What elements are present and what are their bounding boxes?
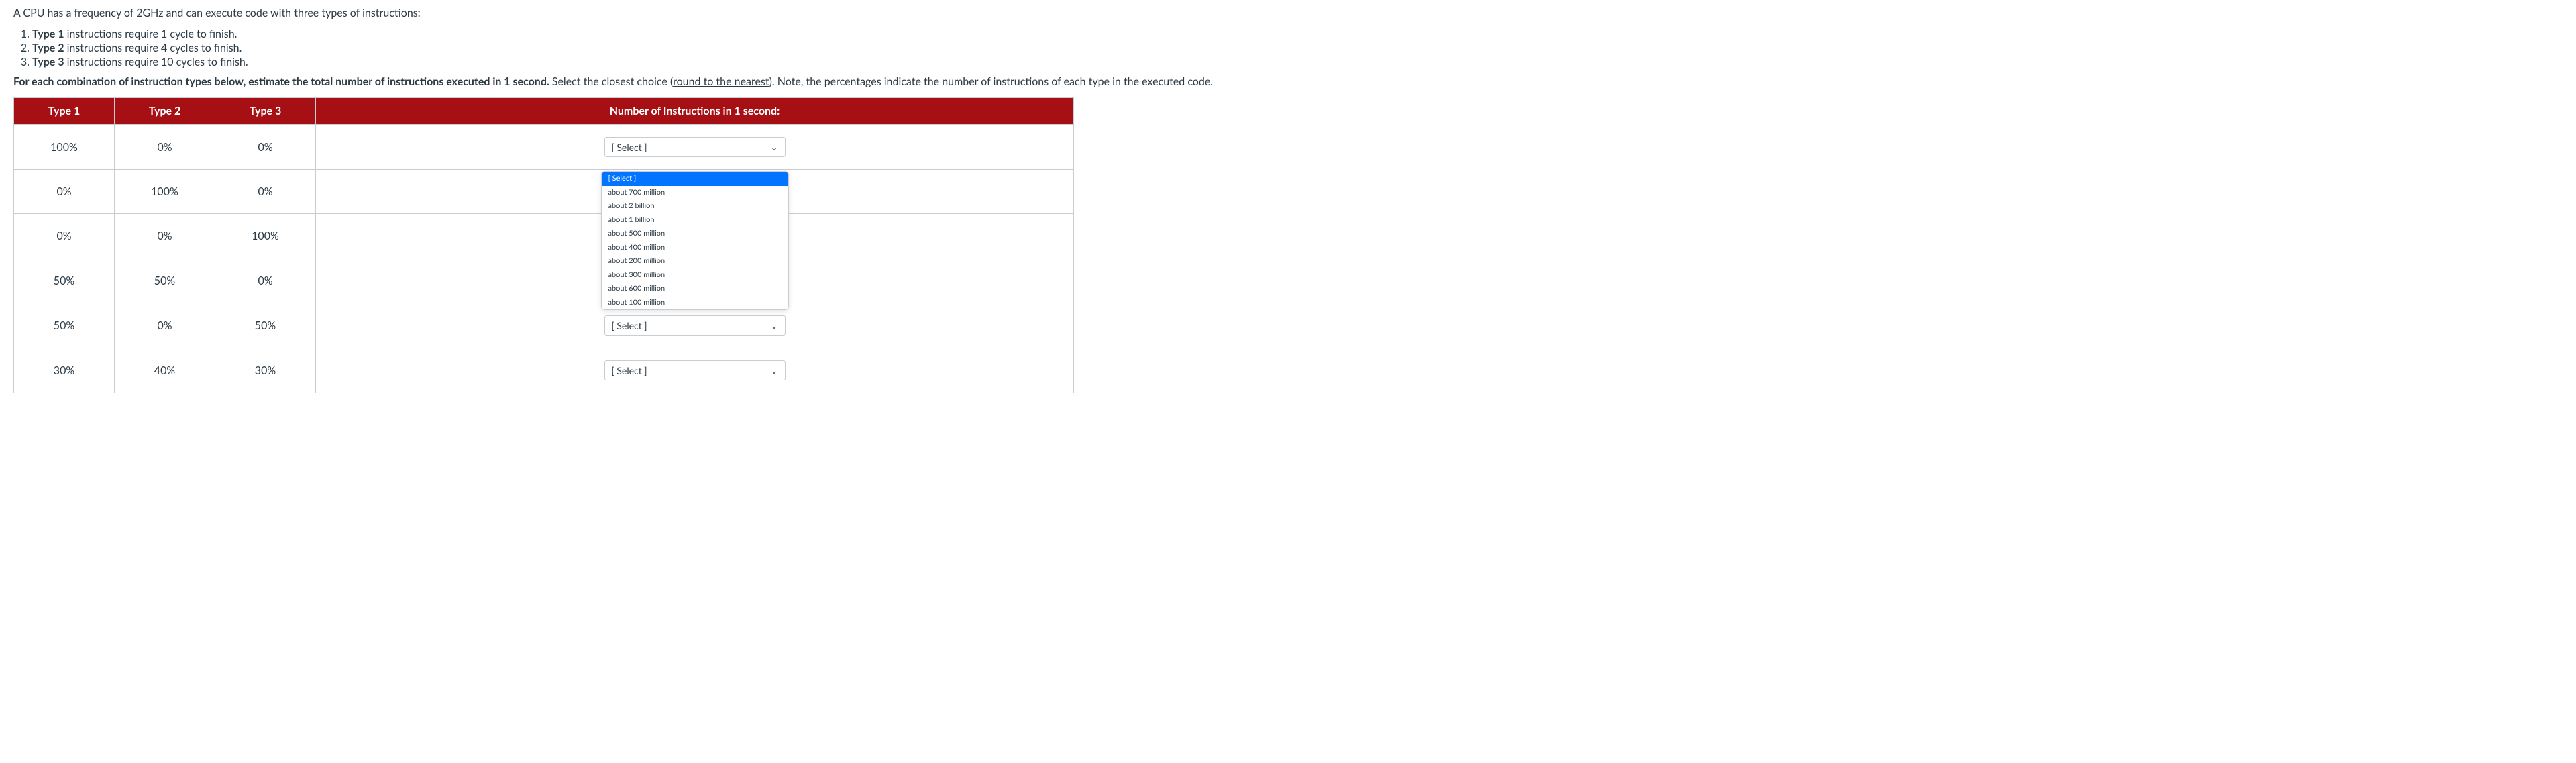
- percent-cell: 30%: [215, 348, 316, 393]
- percent-cell: 0%: [215, 125, 316, 170]
- percent-cell: 100%: [14, 125, 115, 170]
- prompt-text: For each combination of instruction type…: [13, 75, 2563, 88]
- type-label: Type 2: [32, 42, 64, 54]
- percent-cell: 0%: [215, 170, 316, 214]
- percent-cell: 100%: [215, 214, 316, 258]
- percent-cell: 0%: [14, 214, 115, 258]
- answer-cell: [ Select ] ⌄: [316, 348, 1074, 393]
- percent-cell: 50%: [215, 303, 316, 348]
- prompt-part: Select the closest choice (: [549, 75, 673, 88]
- select-label: [ Select ]: [612, 365, 647, 376]
- dropdown-option[interactable]: about 100 million: [602, 296, 788, 310]
- chevron-down-icon: ⌄: [771, 142, 778, 153]
- dropdown-option[interactable]: about 500 million: [602, 227, 788, 241]
- chevron-down-icon: ⌄: [771, 320, 778, 332]
- table-row: 100%0%0%[ Select ]⌄: [14, 125, 1074, 170]
- table-row: 50%0%50% [ Select ] ⌄: [14, 303, 1074, 348]
- answer-cell: [ Select ]about 700 millionabout 2 billi…: [316, 170, 1074, 214]
- percent-cell: 0%: [215, 258, 316, 303]
- answer-cell: [ Select ] ⌄: [316, 125, 1074, 170]
- dropdown-option[interactable]: about 300 million: [602, 268, 788, 283]
- dropdown-option[interactable]: about 400 million: [602, 241, 788, 255]
- prompt-bold: For each combination of instruction type…: [13, 75, 549, 88]
- type-text: instructions require 4 cycles to finish.: [64, 42, 242, 54]
- dropdown-option[interactable]: about 2 billion: [602, 199, 788, 213]
- percent-cell: 100%: [115, 170, 215, 214]
- percent-cell: 0%: [115, 214, 215, 258]
- prompt-part: ). Note, the percentages indicate the nu…: [769, 75, 1214, 88]
- answer-dropdown-open[interactable]: [ Select ]about 700 millionabout 2 billi…: [601, 171, 789, 310]
- type-label: Type 1: [32, 28, 64, 40]
- list-item: Type 2 instructions require 4 cycles to …: [32, 42, 2563, 54]
- dropdown-option[interactable]: about 200 million: [602, 254, 788, 268]
- type-text: instructions require 10 cycles to finish…: [64, 56, 248, 68]
- answer-select[interactable]: [ Select ] ⌄: [604, 360, 786, 380]
- percent-cell: 50%: [14, 258, 115, 303]
- chevron-down-icon: ⌄: [771, 365, 778, 376]
- percent-cell: 30%: [14, 348, 115, 393]
- table-row: 50%50%0%[ Select ]⌄: [14, 258, 1074, 303]
- percent-cell: 40%: [115, 348, 215, 393]
- dropdown-option[interactable]: about 600 million: [602, 282, 788, 296]
- col-header-type1: Type 1: [14, 98, 115, 125]
- dropdown-option[interactable]: [ Select ]: [602, 172, 788, 186]
- table-header-row: Type 1 Type 2 Type 3 Number of Instructi…: [14, 98, 1074, 125]
- type-label: Type 3: [32, 56, 64, 68]
- type-text: instructions require 1 cycle to finish.: [64, 28, 237, 40]
- col-header-num: Number of Instructions in 1 second:: [316, 98, 1074, 125]
- table-row: 0%100%0%[ Select ]about 700 millionabout…: [14, 170, 1074, 214]
- list-item: Type 3 instructions require 10 cycles to…: [32, 56, 2563, 68]
- instruction-types-list: Type 1 instructions require 1 cycle to f…: [32, 28, 2563, 68]
- percent-cell: 0%: [14, 170, 115, 214]
- list-item: Type 1 instructions require 1 cycle to f…: [32, 28, 2563, 40]
- select-label: [ Select ]: [612, 320, 647, 332]
- answer-select[interactable]: [ Select ] ⌄: [604, 137, 786, 157]
- percent-cell: 50%: [115, 258, 215, 303]
- select-label: [ Select ]: [612, 142, 647, 153]
- percent-cell: 50%: [14, 303, 115, 348]
- prompt-underline: round to the nearest: [673, 75, 769, 88]
- answer-select[interactable]: [ Select ] ⌄: [604, 315, 786, 336]
- col-header-type2: Type 2: [115, 98, 215, 125]
- intro-text: A CPU has a frequency of 2GHz and can ex…: [13, 7, 2563, 19]
- col-header-type3: Type 3: [215, 98, 316, 125]
- table-row: 0%0%100%: [14, 214, 1074, 258]
- percent-cell: 0%: [115, 303, 215, 348]
- percent-cell: 0%: [115, 125, 215, 170]
- dropdown-option[interactable]: about 1 billion: [602, 213, 788, 227]
- dropdown-option[interactable]: about 700 million: [602, 186, 788, 200]
- instruction-table: Type 1 Type 2 Type 3 Number of Instructi…: [13, 97, 1074, 393]
- table-row: 30%40%30% [ Select ] ⌄: [14, 348, 1074, 393]
